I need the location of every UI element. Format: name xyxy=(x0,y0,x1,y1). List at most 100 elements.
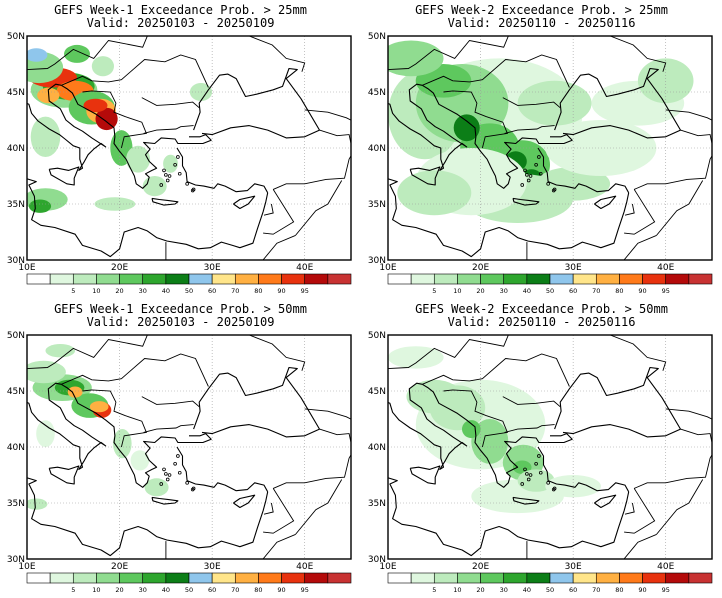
probability-blob xyxy=(36,420,55,447)
coastline xyxy=(233,195,256,210)
colorbar-tick-label: 30 xyxy=(500,287,508,295)
probability-blob xyxy=(45,344,76,358)
colorbar-swatch xyxy=(503,273,528,285)
island xyxy=(526,178,531,183)
country-border xyxy=(249,335,306,371)
colorbar-swatch xyxy=(26,273,51,285)
lat-tick-label: 40N xyxy=(368,443,386,453)
probability-blob xyxy=(64,44,90,63)
gridlines xyxy=(388,335,712,559)
coastline xyxy=(512,496,540,505)
colorbar-swatch xyxy=(188,273,213,285)
lon-tick-label: 20E xyxy=(111,562,128,572)
colorbar-swatch xyxy=(549,572,574,584)
probability-blob xyxy=(397,170,472,216)
probability-blob xyxy=(30,116,61,157)
island xyxy=(162,168,166,173)
probability-blob xyxy=(27,498,48,510)
colorbar-swatch xyxy=(526,572,551,584)
colorbar-tick-label: 40 xyxy=(523,287,531,295)
colorbar-tick-label: 70 xyxy=(592,586,600,594)
probability-blob xyxy=(142,176,167,197)
island xyxy=(537,454,541,458)
coastline xyxy=(554,366,682,438)
colorbar-swatch xyxy=(281,273,306,285)
colorbar-swatch xyxy=(188,572,213,584)
colorbar-swatch xyxy=(619,572,643,584)
map-area xyxy=(27,36,351,260)
panel-valid-dates: Valid: 20250103 - 20250109 xyxy=(86,16,275,30)
island xyxy=(162,467,166,472)
country-border xyxy=(141,97,200,109)
colorbar-swatch xyxy=(304,572,329,584)
island xyxy=(546,182,550,186)
colorbar-swatch xyxy=(457,572,481,584)
coastlines xyxy=(388,67,682,258)
country-border xyxy=(624,189,656,235)
panel-title: GEFS Week-1 Exceedance Prob. > 25mm xyxy=(54,3,307,17)
island xyxy=(191,486,196,491)
country-border xyxy=(624,203,635,216)
colorbar-tick-label: 90 xyxy=(277,586,285,594)
probability-blob xyxy=(406,379,463,414)
country-border xyxy=(27,335,148,370)
coastline xyxy=(388,382,468,470)
country-border xyxy=(504,125,555,134)
colorbar-tick-label: 30 xyxy=(139,287,147,295)
panel-valid-dates: Valid: 20250103 - 20250109 xyxy=(86,315,275,329)
colorbar-tick-label: 60 xyxy=(569,287,577,295)
island xyxy=(528,174,533,178)
colorbar-tick-label: 20 xyxy=(115,586,123,594)
gridlines xyxy=(388,36,712,260)
colorbar-swatch xyxy=(387,273,412,285)
colorbar-swatch xyxy=(688,273,713,285)
colorbar-swatch xyxy=(211,572,236,584)
panel-title: GEFS Week-1 Exceedance Prob. > 50mm xyxy=(54,302,307,316)
coastlines xyxy=(27,366,321,557)
island xyxy=(176,155,180,159)
country-border xyxy=(295,180,343,236)
probability-blob xyxy=(28,199,52,213)
colorbar-tick-label: 95 xyxy=(301,586,309,594)
colorbar-swatch xyxy=(142,572,167,584)
colorbar-tick-label: 50 xyxy=(546,586,554,594)
lon-tick-label: 40E xyxy=(657,263,674,273)
lon-tick-label: 30E xyxy=(204,562,221,572)
island xyxy=(525,173,529,177)
colorbar-swatch xyxy=(595,572,620,584)
coastline xyxy=(537,446,630,493)
colorbar: 5 10 20 30 40 50 60 70 80 90 95 xyxy=(387,572,713,594)
colorbar-tick-label: 10 xyxy=(453,287,461,295)
colorbar-tick-label: 60 xyxy=(208,586,216,594)
island xyxy=(523,168,527,173)
colorbar-swatch xyxy=(258,572,282,584)
colorbar-tick-label: 50 xyxy=(546,287,554,295)
probability-blob xyxy=(83,98,108,113)
island xyxy=(537,155,541,159)
panel-valid-dates: Valid: 20250110 - 20250116 xyxy=(447,16,636,30)
colorbar-swatch xyxy=(327,273,352,285)
country-border xyxy=(27,36,148,71)
country-border xyxy=(262,533,296,559)
colorbar-tick-label: 30 xyxy=(139,586,147,594)
country-border xyxy=(610,335,667,371)
colorbar-swatch xyxy=(96,273,120,285)
colorbar-tick-label: 80 xyxy=(615,586,623,594)
coastline xyxy=(422,383,573,488)
country-borders xyxy=(27,36,351,260)
coastline xyxy=(176,446,269,493)
colorbar-tick-label: 90 xyxy=(638,287,646,295)
lat-tick-label: 40N xyxy=(7,443,25,453)
colorbar-swatch xyxy=(142,273,167,285)
probability-blob xyxy=(67,386,83,398)
country-border xyxy=(623,234,657,260)
island xyxy=(159,183,164,187)
coastline xyxy=(388,83,468,171)
probability-blob xyxy=(27,48,48,62)
island xyxy=(185,182,189,186)
colorbar-tick-label: 90 xyxy=(638,586,646,594)
country-border xyxy=(634,428,712,489)
lat-tick-label: 50N xyxy=(368,32,386,42)
country-borders xyxy=(388,335,712,559)
